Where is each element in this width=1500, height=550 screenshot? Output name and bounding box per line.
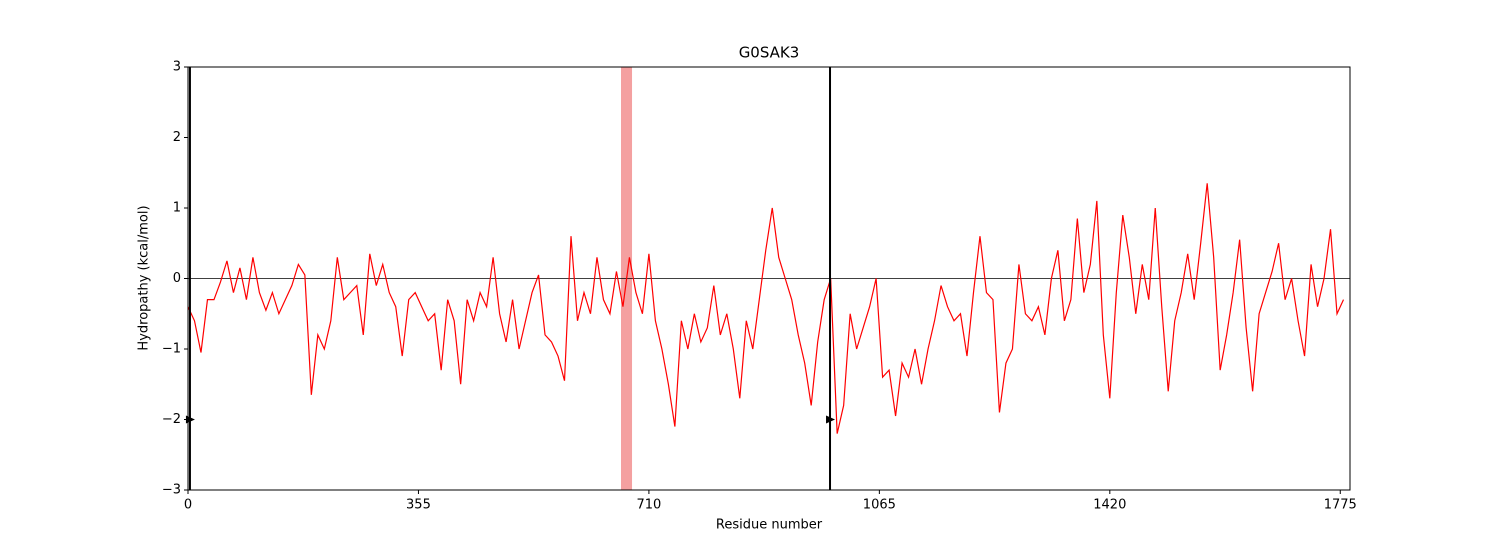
y-axis-label: Hydropathy (kcal/mol) bbox=[137, 205, 152, 350]
chart-title: G0SAK3 bbox=[739, 44, 800, 62]
y-tick-label: 2 bbox=[173, 130, 181, 145]
y-tick-label: −3 bbox=[162, 483, 181, 498]
marker bbox=[826, 415, 836, 424]
x-axis-label: Residue number bbox=[716, 518, 823, 533]
hydropathy-line bbox=[187, 183, 1345, 434]
plot-frame bbox=[187, 66, 1351, 491]
y-tick-label: 3 bbox=[173, 60, 181, 75]
x-tick-label: 355 bbox=[406, 498, 431, 513]
y-tick-label: 0 bbox=[173, 271, 181, 286]
x-tick-label: 1775 bbox=[1324, 498, 1357, 513]
y-tick-label: 1 bbox=[173, 201, 181, 216]
x-tick-label: 1065 bbox=[863, 498, 896, 513]
x-tick-label: 0 bbox=[184, 498, 192, 513]
x-tick-label: 1420 bbox=[1093, 498, 1126, 513]
y-tick-label: −1 bbox=[162, 342, 181, 357]
x-tick-label: 710 bbox=[636, 498, 661, 513]
y-tick-label: −2 bbox=[162, 412, 181, 427]
